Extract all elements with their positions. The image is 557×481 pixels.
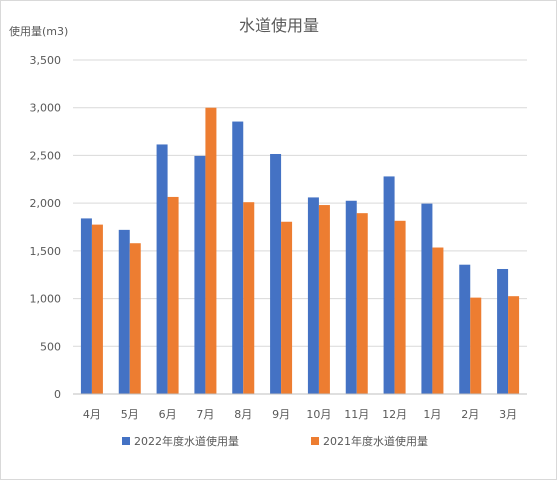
bar-series2-1 (91, 224, 103, 394)
y-tick-label: 2,000 (30, 197, 62, 210)
bar-series2-5 (243, 202, 255, 394)
bar-series2-10 (432, 247, 444, 394)
bar-series1-3 (156, 144, 168, 394)
bar-series2-7 (318, 205, 330, 394)
bar-series2-12 (508, 296, 520, 394)
y-tick-label: 500 (40, 340, 61, 353)
y-tick-label: 2,500 (30, 149, 62, 162)
y-axis-title: 使用量(m3) (9, 25, 68, 38)
bar-series1-6 (270, 153, 282, 394)
y-tick-label: 0 (54, 388, 61, 401)
legend-swatch-2 (311, 437, 319, 445)
bar-series2-8 (356, 213, 368, 394)
gridlines (73, 59, 527, 347)
x-tick-label: 11月 (344, 408, 369, 421)
bar-series1-7 (307, 197, 319, 394)
bars (80, 107, 520, 395)
bar-series2-2 (129, 243, 141, 394)
x-tick-label: 9月 (272, 408, 290, 421)
x-tick-label: 7月 (196, 408, 214, 421)
bar-series2-3 (167, 196, 179, 394)
bar-series1-9 (383, 176, 395, 394)
chart-title: 水道使用量 (239, 16, 319, 35)
x-tick-label: 3月 (499, 408, 517, 421)
x-tick-label: 4月 (83, 408, 101, 421)
x-tick-label: 6月 (159, 408, 177, 421)
x-tick-label: 12月 (382, 408, 407, 421)
legend: 2022年度水道使用量 2021年度水道使用量 (122, 434, 428, 448)
y-tick-label: 3,500 (30, 54, 62, 67)
x-tick-label: 2月 (461, 408, 479, 421)
bar-series2-6 (281, 221, 293, 394)
legend-label-1: 2022年度水道使用量 (134, 434, 239, 448)
x-tick-labels: 4月 5月 6月 7月 8月 9月 10月 11月 12月 1月 2月 3月 (83, 408, 517, 421)
bar-series2-4 (205, 107, 217, 394)
bar-series1-8 (345, 200, 357, 394)
x-tick-label: 5月 (121, 408, 139, 421)
bar-series1-11 (459, 264, 471, 394)
bar-series2-11 (470, 297, 482, 394)
y-tick-label: 3,000 (30, 102, 62, 115)
bar-series1-12 (497, 268, 509, 394)
bar-series1-5 (232, 121, 244, 395)
bar-series2-9 (394, 220, 406, 394)
x-tick-label: 1月 (423, 408, 441, 421)
y-tick-label: 1,500 (30, 245, 62, 258)
bar-series1-4 (194, 155, 206, 394)
bar-series1-10 (421, 203, 433, 394)
legend-label-2: 2021年度水道使用量 (323, 434, 428, 448)
y-tick-label: 1,000 (30, 293, 62, 306)
bar-series1-2 (118, 229, 130, 394)
y-tick-labels: 0 500 1,000 1,500 2,000 2,500 3,000 3,500 (30, 54, 62, 401)
bar-series1-1 (80, 218, 92, 394)
x-tick-label: 8月 (234, 408, 252, 421)
legend-swatch-1 (122, 437, 130, 445)
x-tick-label: 10月 (306, 408, 331, 421)
